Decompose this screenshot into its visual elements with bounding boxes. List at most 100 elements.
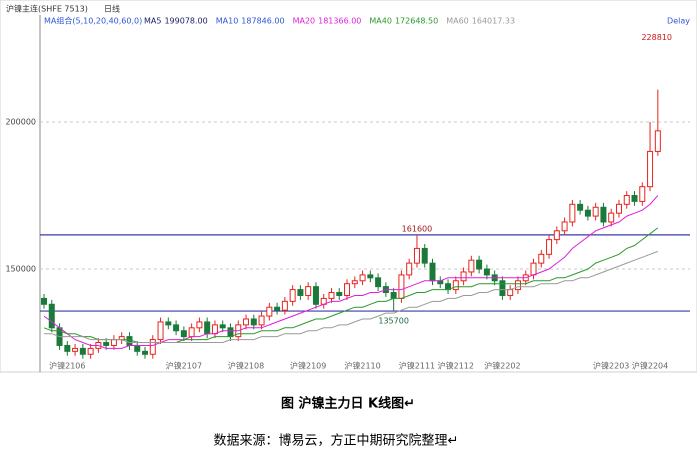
ma-line bbox=[43, 195, 659, 349]
candle-body bbox=[149, 339, 156, 355]
candle-body bbox=[142, 350, 149, 355]
candle-body bbox=[219, 324, 226, 329]
x-tick-label: 沪镍2204 bbox=[632, 361, 668, 371]
candle-body bbox=[351, 280, 358, 285]
candle-body bbox=[227, 327, 234, 338]
x-tick-label: 沪镍2107 bbox=[166, 361, 202, 371]
x-tick-label: 沪镍2108 bbox=[228, 361, 264, 371]
ma-line bbox=[44, 250, 658, 343]
legend-value: 172648.50 bbox=[395, 17, 438, 26]
candle-body bbox=[297, 289, 304, 296]
candle-body bbox=[600, 206, 607, 223]
candle-body bbox=[48, 303, 55, 329]
chart-title: 沪镍主连(SHFE 7513) bbox=[6, 4, 88, 14]
period: 日线 bbox=[104, 4, 120, 14]
candle-body bbox=[530, 262, 537, 276]
candle-body bbox=[250, 318, 257, 326]
x-tick-label: 沪镍2203 bbox=[593, 361, 629, 371]
legend-name: MA5 bbox=[144, 17, 161, 26]
candle-body bbox=[204, 321, 211, 335]
candle-body bbox=[243, 318, 250, 326]
candle-body bbox=[173, 324, 180, 332]
candle-body bbox=[328, 292, 335, 299]
x-tick-label: 沪镍2109 bbox=[290, 361, 326, 371]
candle-body bbox=[157, 321, 164, 341]
legend-name: MA10 bbox=[216, 17, 239, 26]
candle-body bbox=[180, 330, 187, 338]
candle-body bbox=[41, 297, 47, 305]
candle-body bbox=[483, 268, 490, 276]
x-tick-label: 沪镍2202 bbox=[484, 361, 520, 371]
candle-body bbox=[398, 274, 405, 299]
status: Delay bbox=[667, 17, 690, 26]
candle-body bbox=[514, 280, 521, 291]
candle-body bbox=[359, 274, 366, 282]
legend-value: 199078.00 bbox=[164, 17, 207, 26]
candle-body bbox=[281, 300, 288, 311]
y-tick-label: 200000 bbox=[5, 118, 36, 127]
candle-body bbox=[569, 203, 576, 223]
x-tick-label: 沪镍2110 bbox=[344, 361, 380, 371]
legend-value: 181366.00 bbox=[318, 17, 361, 26]
candle-body bbox=[639, 186, 646, 202]
candle-body bbox=[553, 230, 560, 241]
candle-body bbox=[592, 206, 599, 217]
x-tick-label: 沪镍2112 bbox=[438, 361, 474, 371]
legend-name: MA20 bbox=[293, 17, 316, 26]
candle-body bbox=[258, 315, 265, 326]
candle-body bbox=[289, 289, 296, 302]
candle-body bbox=[406, 262, 413, 276]
candle-body bbox=[577, 203, 584, 211]
candle-body bbox=[507, 289, 514, 296]
candle-body bbox=[305, 286, 312, 296]
candle-body bbox=[608, 212, 615, 223]
candle-body bbox=[64, 344, 71, 352]
candle-body bbox=[274, 306, 281, 311]
candle-body bbox=[476, 259, 483, 270]
candle-body bbox=[79, 347, 86, 355]
candle-body bbox=[165, 321, 172, 326]
candle-body bbox=[266, 306, 273, 317]
caption-title: 图 沪镍主力日 K线图↵ bbox=[281, 396, 415, 412]
candle-body bbox=[211, 324, 218, 335]
low-annotation: 135700 bbox=[378, 317, 409, 326]
candle-body bbox=[538, 253, 545, 264]
candle-body bbox=[452, 280, 459, 291]
candle-body bbox=[421, 247, 428, 264]
caption-source: 数据来源：博易云，方正中期研究院整理↵ bbox=[214, 433, 459, 449]
candle-body bbox=[87, 347, 94, 355]
candle-body bbox=[561, 221, 568, 232]
candle-body bbox=[312, 286, 319, 305]
candle-body bbox=[103, 342, 110, 346]
y-tick-label: 150000 bbox=[5, 265, 36, 274]
x-tick-label: 沪镍2106 bbox=[49, 361, 85, 371]
candle-body bbox=[413, 247, 420, 264]
high-annotation: 161600 bbox=[402, 224, 433, 233]
candle-body bbox=[110, 339, 117, 346]
candle-body bbox=[429, 262, 436, 282]
candle-body bbox=[188, 327, 195, 338]
max-annotation: 228810 bbox=[641, 33, 672, 42]
candle-body bbox=[126, 336, 133, 346]
candle-body bbox=[623, 195, 630, 205]
legend-value: 187846.00 bbox=[241, 17, 284, 26]
candle-body bbox=[367, 274, 374, 279]
candle-body bbox=[654, 130, 661, 152]
legend-name: MA60 bbox=[446, 17, 469, 26]
candle-body bbox=[336, 292, 343, 296]
candle-body bbox=[375, 277, 382, 288]
candle-body bbox=[631, 195, 638, 202]
candle-body bbox=[460, 271, 467, 282]
candle-body bbox=[546, 239, 553, 255]
candle-body bbox=[615, 203, 622, 214]
candle-body bbox=[584, 209, 591, 217]
candle-body bbox=[344, 283, 351, 296]
candle-body bbox=[72, 347, 79, 352]
x-tick-label: 沪镍2111 bbox=[399, 361, 435, 371]
legend-value: 164017.33 bbox=[472, 17, 515, 26]
chart-frame bbox=[0, 0, 697, 373]
candle-body bbox=[499, 280, 506, 296]
candle-body bbox=[196, 321, 203, 329]
legend-name: MA40 bbox=[369, 17, 392, 26]
